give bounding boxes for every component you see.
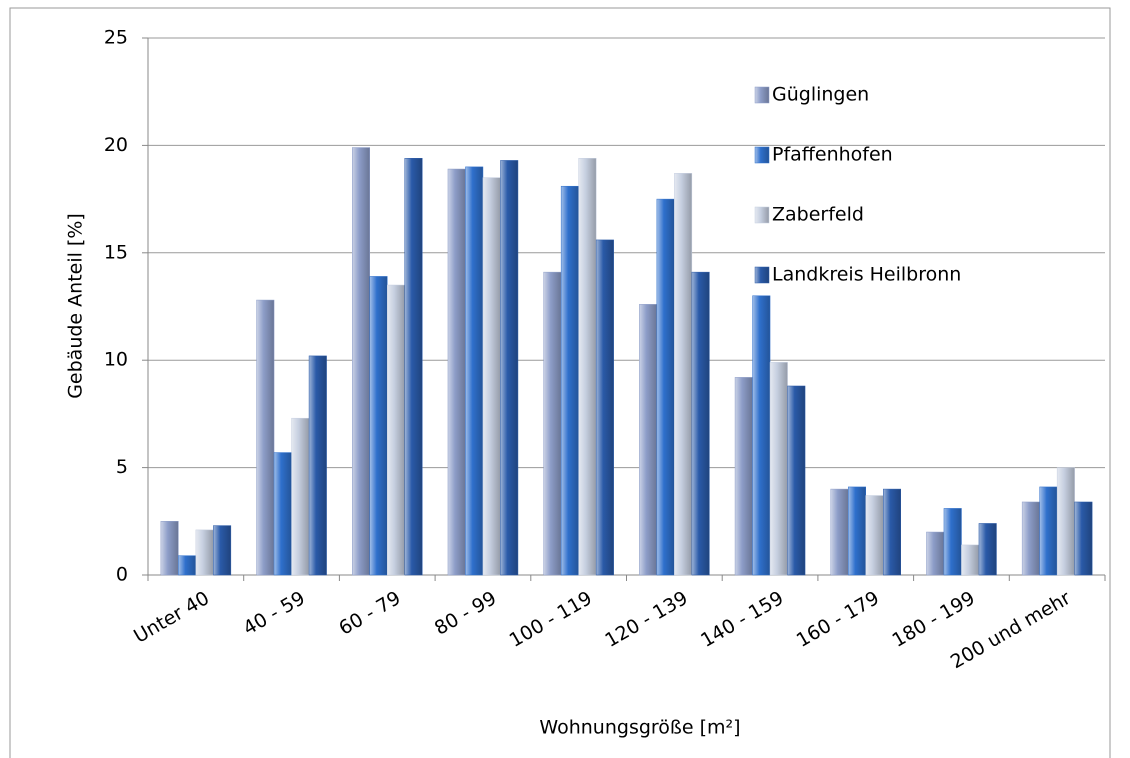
chart-frame <box>9 7 1111 758</box>
bar <box>482 177 501 576</box>
bar <box>256 299 275 576</box>
bar <box>1039 486 1058 576</box>
bar <box>352 147 370 576</box>
bar <box>595 239 614 576</box>
bar <box>656 198 675 576</box>
x-tick-label: 160 - 179 <box>793 587 883 652</box>
y-tick-label: 5 <box>116 456 128 478</box>
bar <box>1056 467 1075 576</box>
bar <box>865 495 884 576</box>
y-tick-label: 10 <box>104 349 128 371</box>
bar <box>500 160 519 576</box>
bar <box>639 304 658 576</box>
bar <box>926 531 945 576</box>
bar <box>447 168 466 576</box>
x-tick-label: 60 - 79 <box>335 587 404 640</box>
bar <box>691 271 710 576</box>
bar <box>369 276 388 576</box>
bar <box>560 185 579 576</box>
legend-swatch <box>754 146 770 164</box>
bar <box>387 284 405 576</box>
bar <box>961 544 980 576</box>
bar <box>291 417 310 576</box>
bar <box>1074 501 1093 576</box>
legend-label: Güglingen <box>772 84 869 106</box>
bar <box>308 355 327 576</box>
x-tick-label: 180 - 199 <box>888 587 978 652</box>
bar <box>769 362 788 576</box>
bar <box>830 488 849 576</box>
x-axis-title: Wohnungsgröße [m²] <box>539 717 740 739</box>
legend-label: Landkreis Heilbronn <box>772 264 961 286</box>
legend-swatch <box>754 86 770 104</box>
bar <box>404 158 423 576</box>
bar <box>160 521 179 576</box>
bar <box>978 523 997 576</box>
bar <box>787 385 806 576</box>
x-tick-label: 40 - 59 <box>240 587 309 640</box>
legend-label: Pfaffenhofen <box>772 144 893 166</box>
y-tick-label: 0 <box>116 564 128 586</box>
x-tick-label: 100 - 119 <box>506 587 596 652</box>
bar <box>195 529 214 576</box>
bar <box>848 486 866 576</box>
bar <box>213 525 232 576</box>
y-tick-label: 15 <box>104 241 128 263</box>
bar <box>178 555 197 576</box>
bar <box>734 377 753 576</box>
x-tick-label: 80 - 99 <box>431 587 500 640</box>
y-tick-label: 25 <box>104 27 128 49</box>
x-tick-label: 140 - 159 <box>697 587 787 652</box>
bar <box>883 488 901 576</box>
bar <box>752 295 771 576</box>
y-axis-title: Gebäude Anteil [%] <box>65 213 87 399</box>
bar <box>578 158 597 576</box>
bar <box>1021 501 1040 576</box>
y-tick-label: 20 <box>104 134 128 156</box>
x-tick-label: 120 - 139 <box>601 587 691 652</box>
bar <box>943 508 962 576</box>
bar <box>543 271 562 576</box>
legend-swatch <box>754 266 770 284</box>
legend-label: Zaberfeld <box>772 204 864 226</box>
bar <box>674 173 693 576</box>
legend-swatch <box>754 206 770 224</box>
bar <box>273 452 292 576</box>
x-tick-label: Unter 40 <box>130 587 213 648</box>
bar <box>465 166 484 576</box>
